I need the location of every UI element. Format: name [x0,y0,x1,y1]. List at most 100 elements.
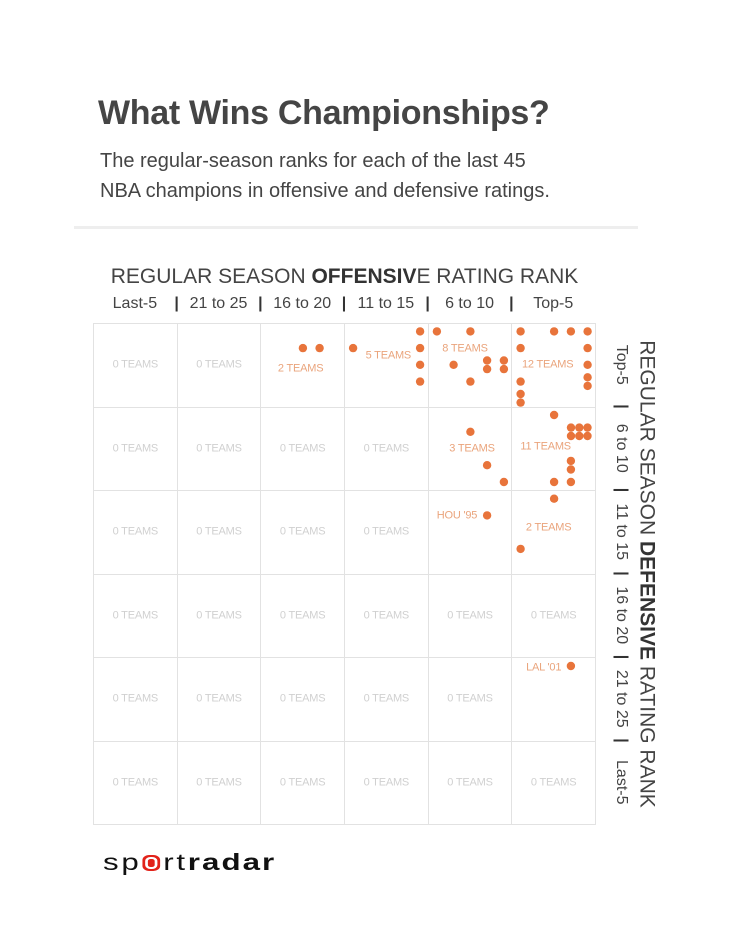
x-tick-separator: | [258,295,263,312]
grid-cell: 0 TEAMS [93,406,177,490]
grid-cell: 0 TEAMS [93,323,177,407]
team-count-label: 0 TEAMS [196,692,242,705]
team-count-label: 0 TEAMS [279,692,326,705]
grid-cell: 0 TEAMS [93,573,177,657]
x-tick-separator: | [174,295,179,312]
team-count-label: 2 TEAMS [525,521,572,534]
team-count-label: 0 TEAMS [196,776,242,789]
grid-cell: 8 TEAMS [427,323,512,407]
y-tick-label: 6 to 10 [613,423,630,473]
team-count-label: 0 TEAMS [447,609,493,622]
grid-cell: 0 TEAMS [176,490,261,574]
team-count-label: 0 TEAMS [112,442,159,455]
team-count-label: 0 TEAMS [196,525,242,538]
grid-cell: 0 TEAMS [344,740,428,824]
grid-cell: 0 TEAMS [260,573,344,657]
grid-cell: 0 TEAMS [344,573,428,657]
grid-cell: 0 TEAMS [260,657,344,741]
page-title: What Wins Championships? [98,94,550,132]
team-count-label: 0 TEAMS [112,692,159,705]
grid-cell: 0 TEAMS [344,657,428,741]
grid-cell: 0 TEAMS [176,323,261,407]
team-count-label: 12 TEAMS [521,358,574,371]
team-count-label: 2 TEAMS [277,362,324,375]
grid-cell: 0 TEAMS [260,740,344,824]
team-count-label: 0 TEAMS [447,692,493,705]
sportradar-logo: sp rt radar [103,849,276,875]
team-count-label: 0 TEAMS [530,776,577,789]
x-tick-separator: | [425,295,430,312]
grid-cell: LAL '01 [511,657,595,741]
x-axis-title-prefix: REGULAR SEASON [110,265,312,288]
grid-cell: 0 TEAMS [93,490,177,574]
team-label: LAL '01 [526,661,562,674]
grid-cell: HOU '95 [427,490,512,574]
x-tick-label: Top-5 [533,295,574,312]
subtitle-line-1: The regular-season ranks for each of the… [100,150,526,172]
team-count-label: 8 TEAMS [442,342,488,355]
grid-cell: 2 TEAMS [511,490,595,574]
grid-cell: 0 TEAMS [93,657,177,741]
grid-cell: 0 TEAMS [260,406,344,490]
grid-cell: 0 TEAMS [511,740,595,824]
y-axis-ticks: Top-5 6 to 10 | 11 to 15 | 16 to 20 | 21 to 25 |… [611,323,630,825]
grid-cell: 0 TEAMS [176,657,261,741]
y-tick-separator: | [613,654,630,660]
team-count-label: 0 TEAMS [447,776,493,789]
y-tick-separator: | [613,738,630,743]
y-tick-label: 21 to 25 [613,669,630,728]
y-axis-title-bold: DEFENSIVE [635,540,659,660]
y-tick-label: 16 to 20 [613,586,630,645]
team-count-label: 0 TEAMS [363,776,410,789]
y-axis-title-suffix: RATING RANK [635,659,659,808]
grid-cell: 0 TEAMS [427,573,512,657]
grid-cell: 0 TEAMS [511,573,595,657]
team-count-label: 0 TEAMS [196,358,242,371]
y-tick-separator: | [613,571,630,576]
team-count-label: 0 TEAMS [196,609,242,622]
subtitle-line-2: NBA champions in offensive and defensive… [100,180,550,202]
grid-cell: 0 TEAMS [176,573,261,657]
x-tick-label: Last-5 [112,295,158,312]
grid-cell: 0 TEAMS [176,406,261,490]
x-axis-title-suffix: E RATING RANK [416,265,579,288]
grid-cell: 2 TEAMS [260,323,344,407]
logo-o-icon [142,855,161,871]
team-count-label: 3 TEAMS [449,442,495,455]
x-tick-separator: | [341,295,347,312]
logo-text-sp: sp [103,849,142,875]
team-count-label: 0 TEAMS [112,358,159,371]
y-axis-title: REGULAR SEASON DEFENSIVE RATING RANK [635,323,659,826]
team-count-label: 0 TEAMS [363,692,410,705]
x-tick-label: 16 to 20 [273,295,332,312]
grid-cell: 0 TEAMS [344,406,428,490]
grid-cell: 0 TEAMS [93,740,177,824]
team-count-label: 0 TEAMS [530,609,577,622]
y-tick-label: 11 to 15 [613,503,630,561]
x-axis-title: REGULAR SEASON OFFENSIVE RATING RANK [93,266,596,287]
grid-cell: 0 TEAMS [427,657,512,741]
rank-grid: 0 TEAMS 0 TEAMS 2 TEAMS 5 TEAMS 8 TEAMS 12 TE… [93,323,596,825]
y-axis-title-prefix: REGULAR SEASON [635,340,659,541]
team-count-label: 0 TEAMS [279,776,326,789]
team-label: HOU '95 [436,509,478,522]
logo-text-rt: rt [163,849,188,875]
x-tick-label: 21 to 25 [189,295,248,312]
x-tick-label: 11 to 15 [357,295,415,312]
grid-cell: 11 TEAMS [511,406,595,490]
team-count-label: 0 TEAMS [363,525,410,538]
team-count-label: 0 TEAMS [112,525,159,538]
subtitle: The regular-season ranks for each of the… [100,146,550,206]
team-count-label: 0 TEAMS [363,609,410,622]
y-tick-label: Last-5 [613,760,630,805]
header-divider [74,226,638,229]
team-count-label: 0 TEAMS [279,442,326,455]
team-count-label: 0 TEAMS [196,442,242,455]
grid-cell: 3 TEAMS [427,406,512,490]
logo-text-radar: radar [187,849,277,875]
team-count-label: 5 TEAMS [365,349,412,362]
grid-cell: 0 TEAMS [344,490,428,574]
y-tick-label: Top-5 [613,344,630,385]
team-count-label: 11 TEAMS [520,440,571,453]
x-axis-title-bold: OFFENSIV [311,265,417,288]
